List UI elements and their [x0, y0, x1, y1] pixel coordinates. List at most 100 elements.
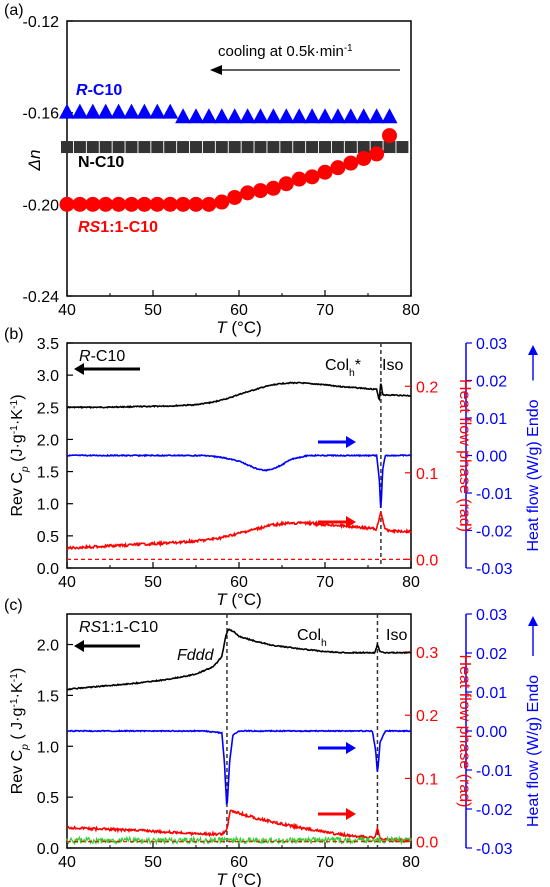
y-tick-label: 3.0 — [37, 368, 59, 385]
x-tick-label: 50 — [144, 302, 162, 319]
x-tick-label: 50 — [144, 854, 162, 871]
x-axis-title: T (°C) — [216, 318, 262, 337]
data-point — [330, 160, 346, 176]
data-point — [200, 108, 217, 124]
y-right2-tick-label: -0.02 — [476, 524, 513, 541]
y-tick-label: 1.0 — [37, 739, 59, 756]
data-point — [239, 108, 256, 124]
label-part: Iso — [382, 357, 403, 374]
label-part: (°C) — [227, 318, 262, 337]
x-tick-label: 70 — [316, 574, 334, 591]
data-point — [280, 141, 293, 154]
label-part: RS — [79, 619, 102, 636]
y-tick-label: 2.0 — [37, 638, 59, 655]
label-part: T — [216, 318, 228, 337]
y-right2-tick-label: -0.03 — [476, 841, 513, 858]
label-part: p — [20, 744, 31, 751]
x-tick-label: 70 — [316, 854, 334, 871]
y-tick-label: 1.0 — [37, 497, 59, 514]
data-point — [306, 141, 319, 154]
x-tick-label: 80 — [402, 302, 420, 319]
data-point — [368, 108, 385, 124]
data-point — [267, 141, 280, 154]
data-point — [72, 196, 88, 212]
label-part: Col — [325, 357, 349, 374]
y-right-tick-label: 0.2 — [416, 379, 438, 396]
label-part: -1 — [9, 698, 20, 707]
panel-title: RS1:1-C10 — [79, 619, 158, 636]
label-part: ·K — [9, 409, 26, 425]
data-point — [149, 196, 165, 212]
x-tick-label: 60 — [230, 302, 248, 319]
data-point — [304, 108, 321, 124]
label-part: -1 — [344, 43, 353, 54]
data-point — [317, 108, 333, 124]
data-point — [357, 141, 370, 154]
label-part: R — [79, 348, 91, 365]
data-point — [59, 196, 75, 212]
label-part: ) — [9, 394, 26, 399]
label-part: (°C) — [227, 870, 262, 887]
y-tick-label: 0.5 — [37, 790, 59, 807]
x-tick-label: 80 — [402, 574, 420, 591]
data-point — [97, 103, 114, 119]
y-right2-tick-label: 0.03 — [476, 607, 507, 624]
y-tick-label: 0.5 — [37, 529, 59, 546]
data-point — [84, 103, 101, 119]
y-right-tick-label: 0.0 — [416, 552, 438, 569]
data-point — [278, 108, 295, 124]
data-point — [344, 141, 357, 154]
y-axis-title-right2: Heat flow (W/g) Endo — [525, 675, 542, 827]
label-part: ·K — [9, 682, 26, 698]
y-right2-tick-label: 0.00 — [476, 724, 507, 741]
data-point — [329, 108, 346, 124]
data-point — [190, 141, 202, 154]
y-right-tick-label: 0.1 — [416, 466, 438, 483]
data-point — [111, 196, 127, 212]
label-part: (J·g — [9, 434, 26, 466]
data-point — [175, 196, 191, 212]
series-label-rs: RS1:1-C10 — [78, 219, 158, 236]
series-line — [66, 729, 412, 806]
phase-label: Iso — [386, 627, 407, 644]
data-point — [383, 141, 396, 154]
data-point — [164, 141, 177, 154]
y-tick-label: 0.0 — [37, 561, 59, 578]
label-part: cooling at 0.5k·min — [218, 43, 344, 60]
label-part: Col — [297, 627, 321, 644]
series-line — [66, 453, 412, 509]
y-right2-tick-label: 0.00 — [476, 449, 507, 466]
series-arrow-head — [346, 808, 356, 820]
y-axis-title-left: Rev Cp (J·g-1·K-1) — [9, 394, 31, 516]
data-point — [98, 196, 114, 212]
y-tick-label: 2.0 — [37, 432, 59, 449]
data-point — [188, 196, 204, 212]
y-right2-tick-label: 0.01 — [476, 685, 507, 702]
label-part: h — [349, 368, 355, 379]
label-part: ) — [9, 668, 26, 673]
data-point — [123, 103, 140, 119]
data-point — [382, 128, 397, 144]
data-point — [162, 103, 179, 119]
data-point — [86, 141, 99, 154]
data-point — [254, 141, 267, 154]
x-axis-title: T (°C) — [216, 590, 262, 609]
y-right-tick-label: 0.0 — [416, 835, 438, 852]
y-axis-title-right2: Heat flow (W/g) Endo — [525, 399, 542, 551]
data-point — [291, 108, 308, 124]
panel-label: (c) — [4, 597, 23, 614]
label-part: -C10 — [88, 82, 123, 99]
series-arrow-head — [346, 436, 356, 448]
data-point — [343, 155, 359, 171]
data-point — [138, 141, 151, 154]
data-point — [201, 196, 217, 212]
series-label-n: N-C10 — [78, 154, 124, 171]
series-arrow-head — [74, 640, 84, 652]
x-tick-label: 40 — [58, 854, 76, 871]
data-point — [356, 151, 372, 166]
y-right2-tick-label: -0.01 — [476, 486, 513, 503]
data-point — [124, 196, 139, 212]
data-point — [136, 103, 153, 119]
y-tick-label: -0.24 — [23, 289, 60, 306]
label-part: Fddd — [177, 647, 215, 664]
